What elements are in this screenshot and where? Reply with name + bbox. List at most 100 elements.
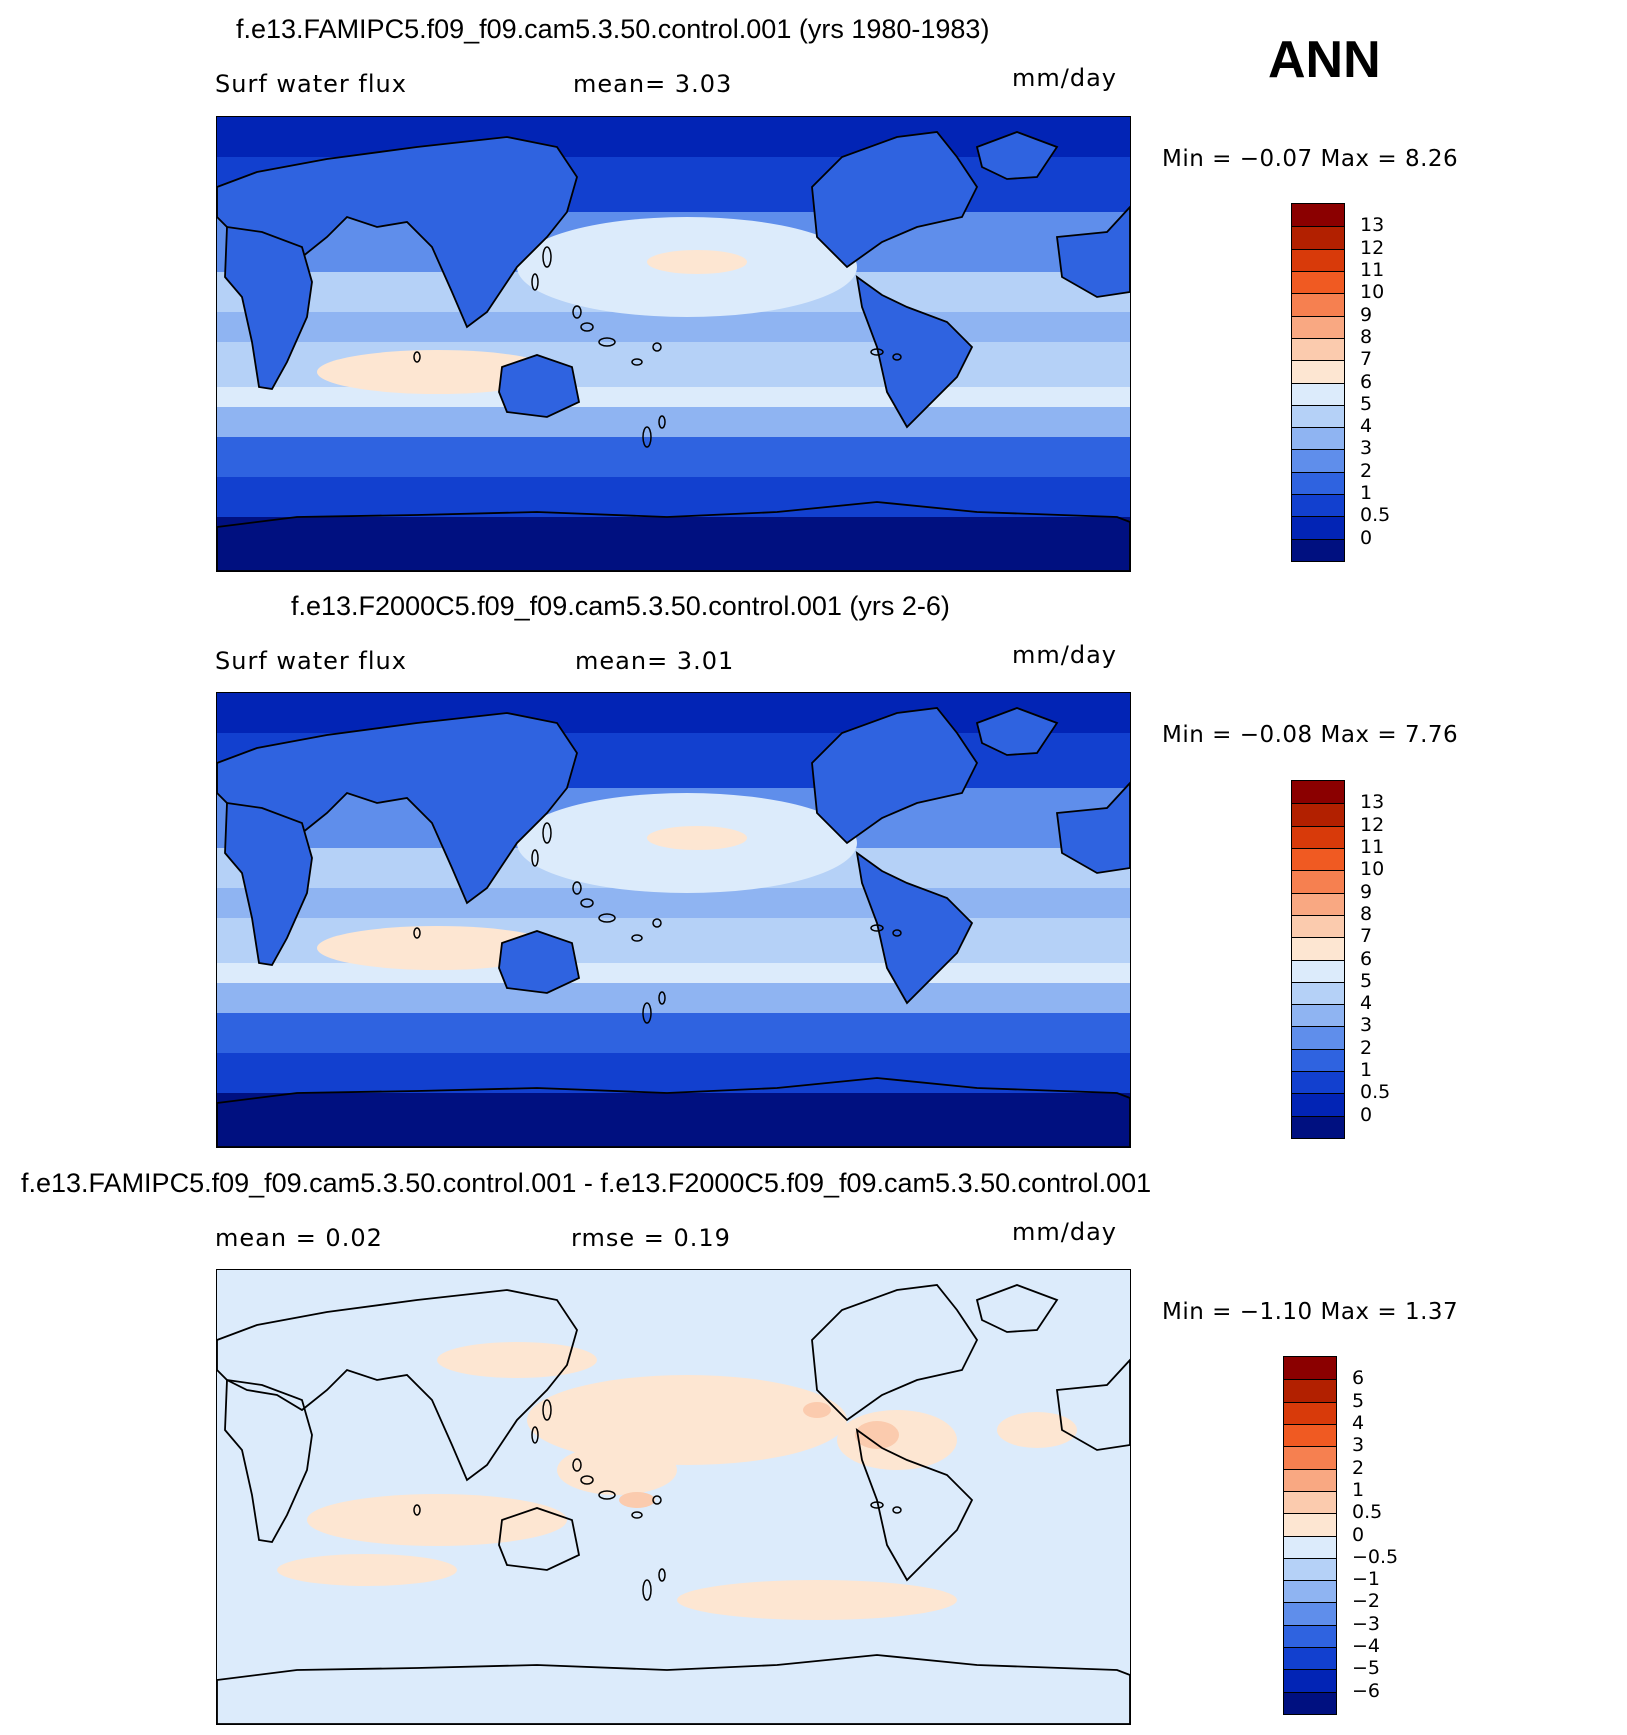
coastline (975, 131, 1059, 180)
map-field (217, 117, 1130, 571)
map-plot (216, 1269, 1131, 1725)
colorbar-segment (1292, 538, 1344, 561)
colorbar-tick-label: −1 (1352, 1568, 1381, 1591)
colorbar-tick-label: 8 (1360, 325, 1373, 348)
coastline (811, 131, 979, 269)
island-coastline (542, 822, 552, 844)
island-coastline (580, 1475, 594, 1485)
colorbar-tick-label: −5 (1352, 1657, 1381, 1680)
coastline (975, 1284, 1059, 1333)
field-contour (317, 350, 557, 394)
colorbar-segment (1284, 1423, 1336, 1447)
latitude-band (217, 888, 1130, 918)
mean-label: mean = 0.02 (215, 1224, 383, 1252)
colorbar-tick-label: 9 (1360, 880, 1373, 903)
island-coastline (598, 337, 616, 347)
field-contour (317, 926, 557, 970)
island-coastline (531, 1426, 539, 1444)
colorbar-tick-label: 1 (1352, 1478, 1365, 1501)
colorbar-segment (1284, 1401, 1336, 1424)
island-coastline (870, 924, 884, 932)
mean-label: mean= 3.03 (573, 70, 733, 98)
colorbar-tick-label: 4 (1360, 992, 1373, 1015)
variable-label: Surf water flux (215, 647, 407, 675)
min-max-label: Min = −0.07 Max = 8.26 (1162, 146, 1459, 172)
colorbar-segment (1292, 471, 1344, 495)
coastline (811, 1284, 979, 1422)
colorbar-segment (1292, 270, 1344, 294)
field-contour (437, 1342, 597, 1378)
colorbar-tick-label: 4 (1352, 1411, 1365, 1434)
coastline (855, 274, 974, 429)
island-coastline (572, 305, 582, 319)
colorbar-segment (1292, 959, 1344, 982)
colorbar (1291, 780, 1345, 1139)
colorbar-tick-label: 8 (1360, 902, 1373, 925)
units-label: mm/day (1012, 64, 1117, 92)
latitude-band (217, 1013, 1130, 1053)
colorbar-tick-label: 12 (1360, 813, 1385, 836)
colorbar-segment (1284, 1669, 1336, 1692)
coastline (224, 225, 313, 390)
latitude-band (217, 983, 1130, 1013)
coastline (1055, 781, 1130, 874)
panel-title: f.e13.FAMIPC5.f09_f09.cam5.3.50.control.… (236, 14, 990, 44)
colorbar-segment (1292, 825, 1344, 848)
colorbar-segment (1284, 1647, 1336, 1670)
mean-label: mean= 3.01 (575, 647, 735, 675)
colorbar-tick-label: 10 (1360, 858, 1385, 881)
colorbar-segment (1284, 1468, 1336, 1491)
island-coastline (580, 898, 594, 908)
min-max-label: Min = −1.10 Max = 1.37 (1162, 1299, 1459, 1325)
colorbar-tick-label: 5 (1352, 1389, 1365, 1412)
island-coastline (658, 415, 666, 429)
island-coastline (652, 1495, 662, 1505)
coastline (224, 801, 313, 966)
colorbar-segment (1292, 337, 1344, 361)
colorbar-segment (1284, 1602, 1336, 1625)
latitude-band (217, 387, 1130, 407)
island-coastline (892, 1506, 902, 1514)
coastline (1055, 205, 1130, 298)
colorbar-tick-label: 0 (1360, 1103, 1373, 1126)
latitude-band (217, 1093, 1130, 1147)
latitude-band (217, 517, 1130, 571)
colorbar-tick-label: −0.5 (1352, 1545, 1399, 1568)
field-contour (855, 1421, 899, 1449)
rmse-label: rmse = 0.19 (571, 1224, 731, 1252)
latitude-band (217, 407, 1130, 437)
island-coastline (652, 342, 662, 352)
colorbar-segment (1292, 516, 1344, 539)
colorbar-tick-label: 0.5 (1360, 504, 1391, 527)
colorbar-tick-label: 0.5 (1352, 1501, 1383, 1524)
island-coastline (598, 913, 616, 923)
colorbar-tick-label: 2 (1352, 1456, 1365, 1479)
island-coastline (631, 1511, 643, 1519)
units-label: mm/day (1012, 641, 1117, 669)
colorbar-tick-label: 12 (1360, 236, 1385, 259)
colorbar-tick-label: 6 (1360, 370, 1373, 393)
colorbar-tick-label: 11 (1360, 258, 1385, 281)
island-coastline (892, 353, 902, 361)
coastline (498, 1507, 581, 1571)
colorbar-tick-label: 2 (1360, 1036, 1373, 1059)
island-coastline (531, 273, 539, 291)
island-coastline (642, 426, 652, 448)
units-label: mm/day (1012, 1218, 1117, 1246)
island-coastline (531, 849, 539, 867)
coastline (498, 930, 581, 994)
field-contour (997, 1412, 1077, 1448)
colorbar-tick-label: 1 (1360, 482, 1373, 505)
colorbar-tick-label: 6 (1352, 1367, 1365, 1390)
coastline (855, 850, 974, 1005)
colorbar-tick-label: 9 (1360, 303, 1373, 326)
colorbar-tick-label: 4 (1360, 415, 1373, 438)
variable-label: Surf water flux (215, 70, 407, 98)
colorbar-segment (1292, 427, 1344, 450)
colorbar-segment (1292, 870, 1344, 893)
island-coastline (658, 991, 666, 1005)
island-coastline (572, 881, 582, 895)
latitude-band (217, 437, 1130, 477)
colorbar-segment (1284, 1535, 1336, 1558)
colorbar-segment (1284, 1357, 1336, 1380)
